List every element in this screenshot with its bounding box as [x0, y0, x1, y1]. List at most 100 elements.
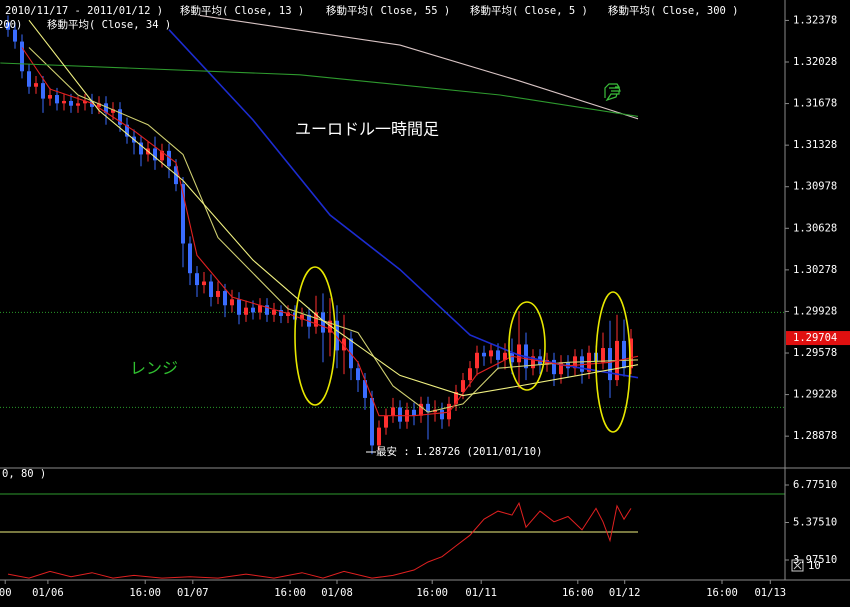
candle-body	[230, 299, 235, 306]
legend-entry: 移動平均( Close, 55 )	[326, 4, 450, 17]
moving-average-line	[28, 47, 639, 413]
moving-average-line	[28, 19, 639, 397]
y-tick-label: 1.32028	[793, 56, 837, 68]
sub-panel	[0, 493, 785, 579]
candle-body	[62, 100, 67, 104]
ellipse	[294, 266, 336, 406]
candle-body	[160, 150, 165, 161]
range-label: レンジ	[130, 359, 178, 378]
oscillator-line	[7, 501, 632, 579]
candle-body	[363, 380, 368, 398]
candle-body	[601, 348, 606, 363]
candle-body	[356, 368, 361, 381]
candle-body	[97, 103, 102, 107]
candle-body	[139, 142, 144, 155]
x-tick-label: 01/08	[321, 587, 353, 599]
x-tick-label: 16:00	[416, 587, 448, 599]
candle-body	[440, 409, 445, 420]
candle-body	[468, 368, 473, 381]
candle-body	[209, 281, 214, 297]
candle-body	[342, 338, 347, 351]
candle-body	[195, 273, 200, 286]
hand-shape	[604, 83, 621, 102]
legend-entry: 移動平均( Close, 13 )	[180, 4, 304, 17]
candle-body	[321, 312, 326, 333]
candle-body	[237, 299, 242, 315]
candle-body	[181, 184, 186, 244]
x-tick-label: 01/06	[32, 587, 64, 599]
y-tick-label: 1.32378	[793, 14, 837, 26]
candle-body	[125, 124, 130, 137]
x-tick-label: 01/13	[754, 587, 786, 599]
candle-body	[34, 83, 39, 87]
candle-body	[559, 362, 564, 375]
candle-body	[244, 307, 249, 315]
hand-icon	[604, 83, 621, 102]
sub-scale: 10	[808, 560, 821, 572]
candle-body	[510, 352, 515, 363]
candle-body	[216, 291, 221, 297]
x-tick-label: 16:00	[274, 587, 306, 599]
candle-body	[489, 350, 494, 357]
last-price-label: 1.29704	[793, 332, 837, 344]
candle-body	[272, 310, 277, 315]
candle-body	[167, 150, 172, 167]
y-tick-label: 1.31678	[793, 98, 837, 110]
x-tick-label: 16:00	[706, 587, 738, 599]
x-tick-label: 00	[0, 587, 12, 599]
candle-body	[377, 427, 382, 446]
candle-body	[587, 352, 592, 372]
candle-body	[384, 415, 389, 428]
candle-body	[265, 305, 270, 315]
candle-body	[335, 320, 340, 351]
candle-body	[153, 148, 158, 161]
x-tick-label: 01/11	[465, 587, 497, 599]
candle-body	[328, 320, 333, 333]
legend-entry: 移動平均( Close, 300 )	[608, 4, 739, 17]
candle-body	[461, 380, 466, 392]
sub-y-tick-label: 6.77510	[793, 479, 837, 491]
candle-body	[622, 340, 627, 369]
y-tick-label: 1.30278	[793, 264, 837, 276]
candle-body	[69, 100, 74, 106]
main-panel	[0, 14, 785, 455]
legend-entry: 移動平均( Close, 34 )	[47, 18, 171, 31]
candle-body	[76, 103, 81, 106]
candle-body	[475, 352, 480, 369]
candle-body	[251, 307, 256, 313]
candle-body	[482, 352, 487, 357]
candle-body	[258, 305, 263, 313]
candle-body	[629, 338, 634, 369]
candle-body	[48, 95, 53, 99]
candle-body	[531, 356, 536, 369]
candle-body	[188, 243, 193, 274]
candle-body	[83, 100, 88, 104]
low-label: 最安 : 1.28726 (2011/01/10)	[376, 445, 542, 458]
sub-y-tick-label: 3.97510	[793, 554, 837, 566]
moving-average-line	[199, 14, 639, 120]
candle-body	[279, 310, 284, 316]
legend-entry: 200)	[0, 19, 22, 31]
y-tick-label: 1.31328	[793, 139, 837, 151]
candle-body	[398, 407, 403, 422]
x-tick-label: 16:00	[129, 587, 161, 599]
y-tick-label: 1.29578	[793, 347, 837, 359]
last-price-box	[786, 331, 850, 346]
candle-body	[419, 403, 424, 416]
candle-body	[517, 344, 522, 363]
ellipse	[595, 291, 631, 433]
candle-body	[13, 29, 18, 42]
candle-body	[20, 41, 25, 72]
x-tick-label: 01/07	[177, 587, 209, 599]
y-tick-label: 1.30628	[793, 222, 837, 234]
ellipse	[508, 301, 546, 391]
close-box[interactable]	[791, 559, 804, 572]
candle-body	[370, 397, 375, 446]
y-tick-label: 1.29928	[793, 305, 837, 317]
y-tick-label: 1.28878	[793, 430, 837, 442]
candle-body	[307, 314, 312, 327]
candle-body	[118, 109, 123, 125]
